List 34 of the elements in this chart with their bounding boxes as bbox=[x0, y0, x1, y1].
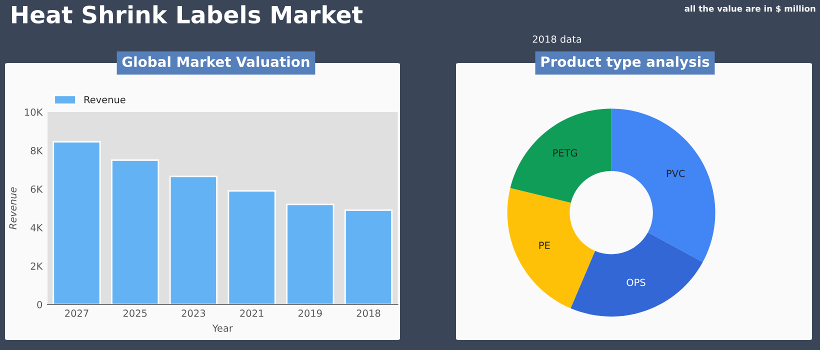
x-axis-title: Year bbox=[212, 324, 233, 332]
x-tick-label: 2018 bbox=[356, 310, 380, 317]
y-axis-title: Revenue bbox=[9, 187, 17, 230]
donut-slice bbox=[507, 188, 596, 308]
bar bbox=[344, 209, 393, 304]
donut-slice bbox=[570, 232, 703, 317]
y-tick-label: 0 bbox=[37, 300, 42, 308]
x-tick-label: 2027 bbox=[65, 310, 88, 317]
legend-label: Revenue bbox=[84, 96, 126, 104]
chart-title: Product type analysis bbox=[541, 56, 710, 70]
bar bbox=[228, 190, 276, 304]
x-tick-label: 2019 bbox=[298, 310, 322, 317]
x-tick-label: 2025 bbox=[123, 310, 147, 317]
chart-title: Global Market Valuation bbox=[122, 56, 310, 68]
y-tick-label: 8K bbox=[30, 146, 43, 154]
y-tick-label: 10K bbox=[25, 108, 43, 116]
donut-slice bbox=[510, 108, 612, 203]
y-tick-label: 4K bbox=[30, 224, 43, 232]
bar bbox=[111, 159, 160, 304]
text: all the value are in $ million bbox=[684, 5, 816, 13]
bar bbox=[52, 141, 101, 304]
x-tick-label: 2023 bbox=[182, 310, 206, 317]
y-tick-label: 2K bbox=[30, 262, 43, 270]
bar bbox=[169, 176, 218, 304]
text: 2018 data bbox=[532, 35, 581, 43]
y-tick-label: 6K bbox=[30, 185, 43, 193]
bar bbox=[286, 204, 334, 304]
slice-label: PE bbox=[539, 242, 550, 249]
donut-slice bbox=[611, 108, 716, 262]
slice-label: OPS bbox=[626, 278, 646, 286]
text: Heat Shrink Labels Market bbox=[12, 5, 363, 24]
x-tick-label: 2021 bbox=[240, 310, 264, 317]
slice-label: PVC bbox=[666, 170, 685, 178]
slice-label: PETG bbox=[553, 149, 577, 157]
